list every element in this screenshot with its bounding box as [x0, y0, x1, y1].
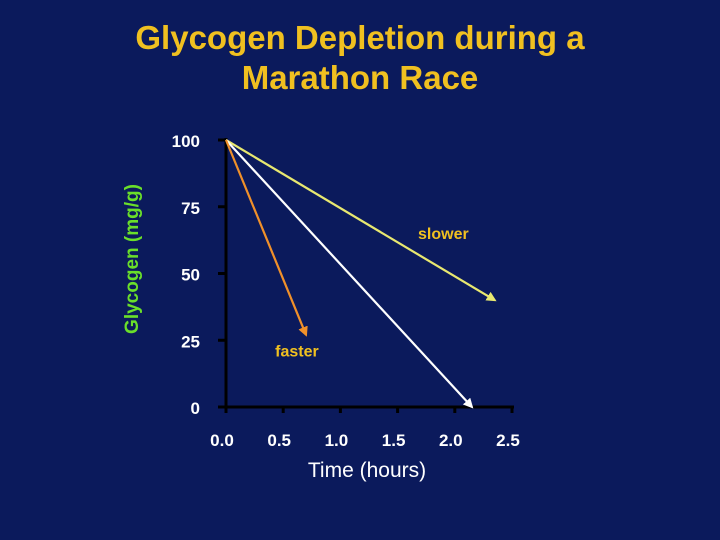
x-tick-label: 0.0	[210, 431, 234, 450]
y-tick-label: 75	[181, 199, 200, 218]
labels: slower faster Time (hours) Glycogen (mg/g)	[122, 184, 469, 482]
chart-title-line-1: Glycogen Depletion during a	[135, 19, 585, 56]
series-line-1	[225, 139, 497, 302]
x-tick-label: 1.0	[325, 431, 349, 450]
y-tick-label: 100	[172, 132, 200, 151]
annotation-slower: slower	[418, 226, 469, 243]
axes	[224, 138, 514, 409]
y-tick-label: 25	[181, 332, 200, 351]
y-tick-label: 50	[181, 266, 200, 285]
y-axis-label: Glycogen (mg/g)	[122, 184, 143, 334]
annotation-faster: faster	[275, 343, 319, 360]
series-line-2	[225, 139, 474, 409]
x-tick-label: 2.0	[439, 431, 463, 450]
series-line-3	[224, 139, 308, 337]
series	[224, 139, 497, 409]
x-axis-label: Time (hours)	[308, 459, 426, 482]
x-tick-label: 1.5	[382, 431, 406, 450]
y-tick-label: 0	[191, 399, 200, 418]
chart-title: Glycogen Depletion during a Marathon Rac…	[0, 18, 720, 98]
chart-title-line-2: Marathon Race	[241, 59, 479, 96]
x-tick-label: 2.5	[496, 431, 520, 450]
x-tick-label: 0.5	[267, 431, 291, 450]
ticks: 0 25 50 75 100 0.0 0.5 1.0 1.5 2.0 2.5	[172, 132, 520, 450]
